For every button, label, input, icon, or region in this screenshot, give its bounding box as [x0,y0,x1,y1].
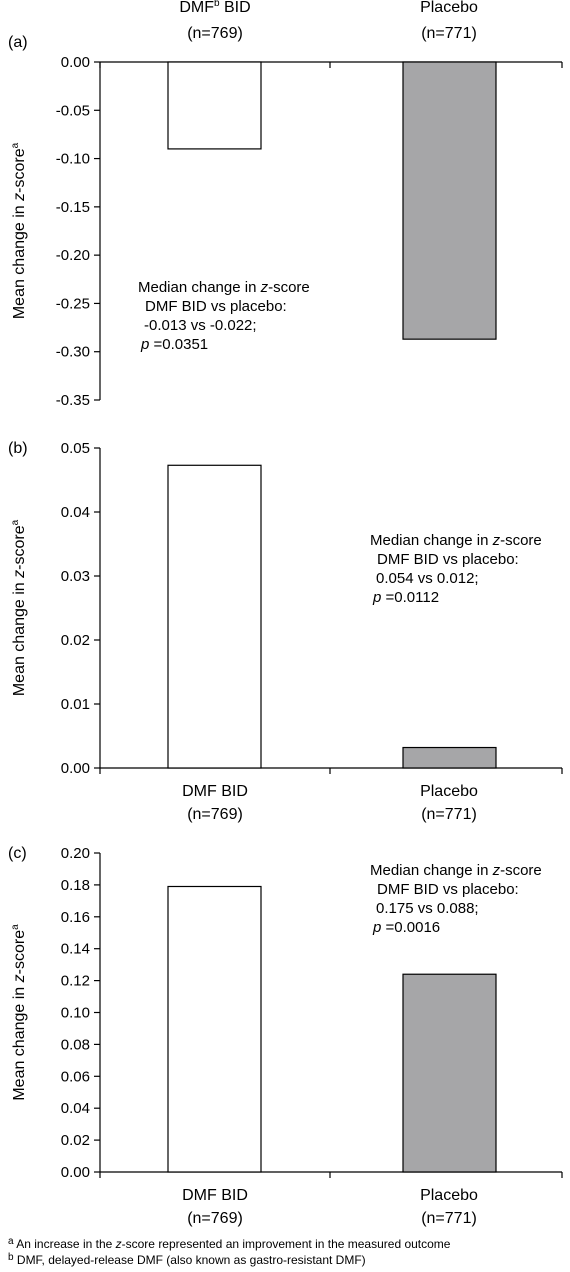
panel-label: (c) [8,845,27,862]
bar-placebo [402,61,497,340]
y-tick-label: 0.06 [61,1068,90,1085]
bar-dmf-bid [167,464,262,769]
y-tick-label: 0.00 [61,54,90,71]
annotation-line: p =0.0112 [372,589,439,606]
category-label: DMF BID [182,783,248,800]
footnote: a An increase in the z-score represented… [8,1236,451,1251]
y-axis-label: Mean change in z-scorea [10,519,28,696]
bar-dmf-bid [167,61,262,150]
y-tick-label: -0.30 [56,344,90,361]
category-label: Placebo [420,1187,478,1204]
panel-label: (b) [8,440,28,457]
y-tick-label: -0.35 [56,392,90,409]
y-tick-label: 0.04 [61,504,90,521]
annotation-line: DMF BID vs placebo: [145,298,287,315]
y-tick-label: 0.00 [61,760,90,777]
category-label: Placebo [420,0,478,16]
y-tick-label: 0.02 [61,632,90,649]
panel-a: (a) 0.00 -0.05 -0.10 -0.15 -0.20 -0.25 -0.30 -0.… [8,0,563,409]
annotation-line: p =0.0351 [140,336,208,353]
category-n-label: (n=771) [421,806,477,823]
category-n-label: (n=771) [421,1210,477,1227]
y-tick-label: 0.12 [61,973,90,990]
y-tick-label: 0.16 [61,909,90,926]
y-tick-label: -0.05 [56,102,90,119]
annotation-line: Median change in z-score [138,279,310,296]
footnote: b DMF, delayed-release DMF (also known a… [8,1252,366,1267]
category-label: DMF BID [182,1187,248,1204]
annotation-line: -0.013 vs -0.022; [144,317,257,334]
y-axis-label: Mean change in z-scorea [10,924,28,1101]
bar-placebo [402,973,497,1173]
category-label: Placebo [420,783,478,800]
y-tick-label: 0.14 [61,941,90,958]
y-tick-label: -0.10 [56,151,90,168]
y-tick-label: -0.25 [56,295,90,312]
category-n-label: (n=771) [421,25,477,42]
y-tick-label: 0.02 [61,1132,90,1149]
y-axis-label: Mean change in z-scorea [10,142,28,319]
category-n-label: (n=769) [187,25,243,42]
category-label: DMFb BID [179,0,250,16]
y-tick-label: 0.05 [61,440,90,457]
y-tick-label: 0.01 [61,696,90,713]
panel-label: (a) [8,34,28,51]
annotation-line: DMF BID vs placebo: [377,881,519,898]
y-tick-label: 0.18 [61,877,90,894]
panel-b: (b) 0.00 0.01 0.02 0.03 0.04 0.05 DMF BID (n=769… [8,440,563,823]
y-tick-label: -0.20 [56,247,90,264]
y-tick-label: 0.10 [61,1005,90,1022]
y-tick-label: 0.08 [61,1036,90,1053]
panel-c: (c) 0.00 0.02 0.04 0.06 0.08 0.10 0.12 0.14 0.16 0… [8,845,563,1227]
bar-dmf-bid [167,885,262,1173]
annotation-line: 0.054 vs 0.012; [376,570,479,587]
y-tick-label: 0.03 [61,568,90,585]
annotation-line: DMF BID vs placebo: [377,551,519,568]
y-tick-label: 0.04 [61,1100,90,1117]
annotation-line: Median change in z-score [370,532,542,549]
annotation-line: p =0.0016 [372,919,440,936]
annotation-line: Median change in z-score [370,862,542,879]
y-tick-label: 0.20 [61,845,90,862]
y-tick-label: 0.00 [61,1164,90,1181]
y-tick-label: -0.15 [56,199,90,216]
bar-placebo [402,746,497,769]
category-n-label: (n=769) [187,806,243,823]
annotation-line: 0.175 vs 0.088; [376,900,479,917]
category-n-label: (n=769) [187,1210,243,1227]
